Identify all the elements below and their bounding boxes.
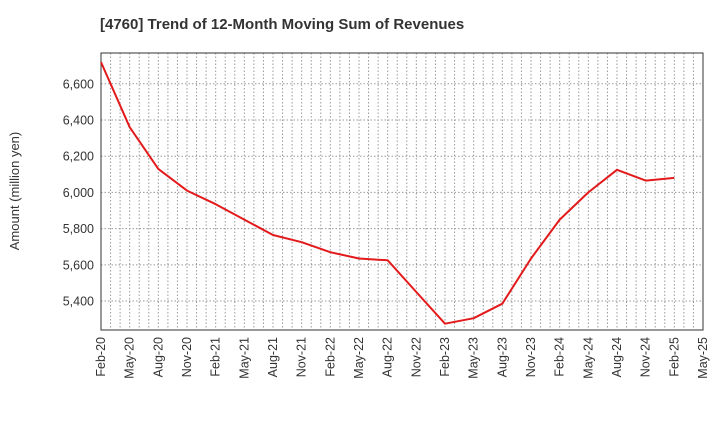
x-tick-label: Aug-20 xyxy=(151,337,165,377)
x-tick-label: Nov-23 xyxy=(524,337,538,377)
x-tick-label: May-25 xyxy=(696,337,710,379)
axes: 5,400 5,600 5,800 6,000 6,200 6,400 6,600 Feb-2… xyxy=(63,52,710,379)
chart-title: [4760] Trend of 12-Month Moving Sum of R… xyxy=(100,16,465,33)
x-tick-label: May-21 xyxy=(237,337,251,379)
series-line xyxy=(100,61,675,325)
x-tick-label: May-24 xyxy=(581,337,595,379)
x-tick-label: Nov-21 xyxy=(295,337,309,377)
x-tick-label: Feb-20 xyxy=(94,337,108,377)
x-tick-label: Nov-24 xyxy=(639,337,653,377)
x-tick-label: Nov-20 xyxy=(180,337,194,377)
x-tick-label: Aug-21 xyxy=(266,337,280,377)
y-tick-label: 5,600 xyxy=(63,258,94,272)
y-tick-label: 6,600 xyxy=(63,77,94,91)
y-tick-label: 6,000 xyxy=(63,186,94,200)
grid xyxy=(101,53,703,330)
x-tick-label: May-23 xyxy=(467,337,481,379)
x-tick-label: Feb-24 xyxy=(553,337,567,377)
y-tick-label: 5,800 xyxy=(63,222,94,236)
x-tick-label: Aug-24 xyxy=(610,337,624,377)
x-tick-label: May-20 xyxy=(123,337,137,379)
plot-frame xyxy=(100,52,704,331)
y-tick-label: 5,400 xyxy=(63,295,94,309)
series xyxy=(100,61,675,325)
x-tick-label: Feb-23 xyxy=(438,337,452,377)
x-tick-label: Aug-23 xyxy=(495,337,509,377)
x-tick-label: Nov-22 xyxy=(409,337,423,377)
y-tick-label: 6,400 xyxy=(63,113,94,127)
x-tick-label: Feb-25 xyxy=(667,337,681,377)
y-tick-label: 6,200 xyxy=(63,150,94,164)
x-tick-label: Aug-22 xyxy=(381,337,395,377)
x-tick-label: Feb-21 xyxy=(209,337,223,377)
x-tick-label: Feb-22 xyxy=(323,337,337,377)
y-axis-label: Amount (million yen) xyxy=(7,132,22,251)
x-tick-label: May-22 xyxy=(352,337,366,379)
